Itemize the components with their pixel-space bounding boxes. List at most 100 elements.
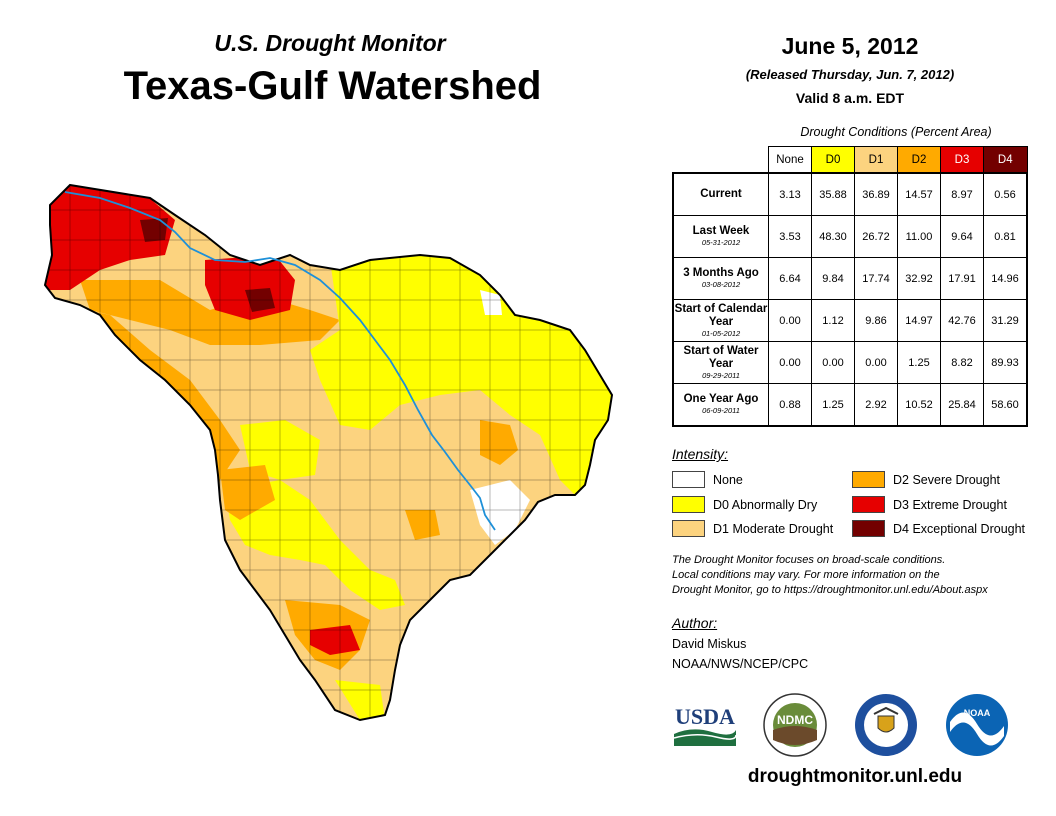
release-date: (Released Thursday, Jun. 7, 2012) xyxy=(745,67,955,82)
table-cell: 0.00 xyxy=(768,299,812,342)
row-date: 09-29-2011 xyxy=(702,370,740,380)
d0-east-area xyxy=(310,250,612,500)
col-header-d3: D3 xyxy=(940,146,984,174)
col-header-d1: D1 xyxy=(854,146,898,174)
row-date: 01-05-2012 xyxy=(701,328,741,338)
d2-south-area xyxy=(220,465,275,520)
noaa-logo: NOAA xyxy=(946,694,1008,756)
table-cell: 2.92 xyxy=(854,383,898,427)
col-header-d4: D4 xyxy=(983,146,1028,174)
table-cell: 58.60 xyxy=(983,383,1028,427)
row-label: One Year Ago 06-09-2011 xyxy=(672,383,769,427)
commerce-seal-shield xyxy=(877,715,895,733)
table-cell: 8.82 xyxy=(940,341,984,384)
usda-logo: USDA xyxy=(673,704,737,746)
map-supertitle: U.S. Drought Monitor xyxy=(214,30,446,56)
table-cell: 1.25 xyxy=(897,341,941,384)
row-date: 06-09-2011 xyxy=(702,406,740,415)
col-header-none: None xyxy=(768,146,812,174)
table-cell: 89.93 xyxy=(983,341,1028,384)
table-cell: 31.29 xyxy=(983,299,1028,342)
col-header-d2: D2 xyxy=(897,146,941,174)
table-cell: 6.64 xyxy=(768,257,812,300)
table-row: One Year Ago 06-09-2011 0.88 1.25 2.92 10… xyxy=(672,383,1028,427)
d4-northwest-spot xyxy=(140,218,168,242)
col-header-d0: D0 xyxy=(811,146,855,174)
table-cell: 3.53 xyxy=(768,215,812,258)
legend-label: None xyxy=(713,472,743,487)
table-row: 3 Months Ago 03-08-2012 6.64 9.84 17.74 3… xyxy=(672,257,1028,300)
table-cell: 14.57 xyxy=(897,172,941,216)
table-header-row: None D0 D1 D2 D3 D4 xyxy=(673,146,1028,174)
d2-east-spot xyxy=(480,420,518,465)
table-cell: 1.12 xyxy=(811,299,855,342)
noaa-bird-shape xyxy=(950,712,1004,746)
author-name: David Miskus xyxy=(672,637,747,651)
table-cell: 36.89 xyxy=(854,172,898,216)
row-label: Start of Calendar Year 01-05-2012 xyxy=(672,299,769,342)
row-date: 03-08-2012 xyxy=(701,280,741,289)
table-cell: 25.84 xyxy=(940,383,984,427)
table-corner-cell xyxy=(673,146,769,174)
table-row: Start of Water Year 09-29-2011 0.00 0.00 … xyxy=(672,341,1028,384)
table-cell: 48.30 xyxy=(811,215,855,258)
table-row: Last Week 05-31-2012 3.53 48.30 26.72 11.… xyxy=(672,215,1028,258)
table-row: Start of Calendar Year 01-05-2012 0.00 1.… xyxy=(672,299,1028,342)
watershed-boundary xyxy=(43,183,614,722)
table-cell: 0.00 xyxy=(768,341,812,384)
legend-swatch xyxy=(672,520,705,537)
river xyxy=(64,191,496,531)
note-line: The Drought Monitor focuses on broad-sca… xyxy=(672,554,946,566)
table-cell: 8.97 xyxy=(940,172,984,216)
legend-swatch xyxy=(852,471,885,488)
noaa-logo-text: NOAA xyxy=(964,708,991,718)
legend-item-d1: D1 Moderate Drought xyxy=(672,520,833,537)
legend-item-none: None xyxy=(672,471,743,488)
table-cell: 0.56 xyxy=(983,172,1028,216)
usda-furrow xyxy=(673,734,737,740)
table-cell: 9.84 xyxy=(811,257,855,300)
author-heading: Author: xyxy=(672,615,718,631)
website-link[interactable]: droughtmonitor.unl.edu xyxy=(747,766,963,787)
drought-map-fill xyxy=(45,185,612,720)
d2-central-spot xyxy=(405,510,440,540)
usda-logo-text: USDA xyxy=(675,704,735,729)
row-label: Last Week 05-31-2012 xyxy=(672,215,769,258)
author-organization: NOAA/NWS/NCEP/CPC xyxy=(672,657,809,671)
table-cell: 0.00 xyxy=(811,341,855,384)
table-cell: 14.97 xyxy=(897,299,941,342)
ndmc-logo-text: NDMC xyxy=(777,713,813,727)
table-cell: 0.00 xyxy=(854,341,898,384)
legend-swatch xyxy=(852,496,885,513)
legend-label: D2 Severe Drought xyxy=(893,472,1001,487)
table-cell: 42.76 xyxy=(940,299,984,342)
table-cell: 10.52 xyxy=(897,383,941,427)
commerce-seal-eagle xyxy=(873,706,899,715)
legend-item-d0: D0 Abnormally Dry xyxy=(672,496,817,513)
legend-swatch xyxy=(672,471,705,488)
table-cell: 26.72 xyxy=(854,215,898,258)
drought-map xyxy=(43,183,614,722)
row-label: 3 Months Ago 03-08-2012 xyxy=(672,257,769,300)
row-label: Start of Water Year 09-29-2011 xyxy=(672,341,769,384)
table-cell: 3.13 xyxy=(768,172,812,216)
commerce-seal-logo xyxy=(855,694,917,756)
legend-item-d2: D2 Severe Drought xyxy=(852,471,1000,488)
legend-swatch xyxy=(672,496,705,513)
legend-item-d3: D3 Extreme Drought xyxy=(852,496,1007,513)
map-date: June 5, 2012 xyxy=(781,33,919,59)
table-caption: Drought Conditions (Percent Area) xyxy=(800,125,992,139)
legend-label: D1 Moderate Drought xyxy=(713,521,834,536)
legend-item-d4: D4 Exceptional Drought xyxy=(852,520,1025,537)
usda-field-shape xyxy=(674,729,736,746)
row-date: 05-31-2012 xyxy=(701,238,741,247)
legend-swatch xyxy=(852,520,885,537)
table-cell: 1.25 xyxy=(811,383,855,427)
d3-northwest-area xyxy=(45,185,175,290)
legend-label: D0 Abnormally Dry xyxy=(713,497,818,512)
d3-south-area xyxy=(310,625,360,655)
table-cell: 9.86 xyxy=(854,299,898,342)
table-cell: 17.74 xyxy=(854,257,898,300)
none-northeast-spot xyxy=(480,290,502,315)
table-cell: 9.64 xyxy=(940,215,984,258)
